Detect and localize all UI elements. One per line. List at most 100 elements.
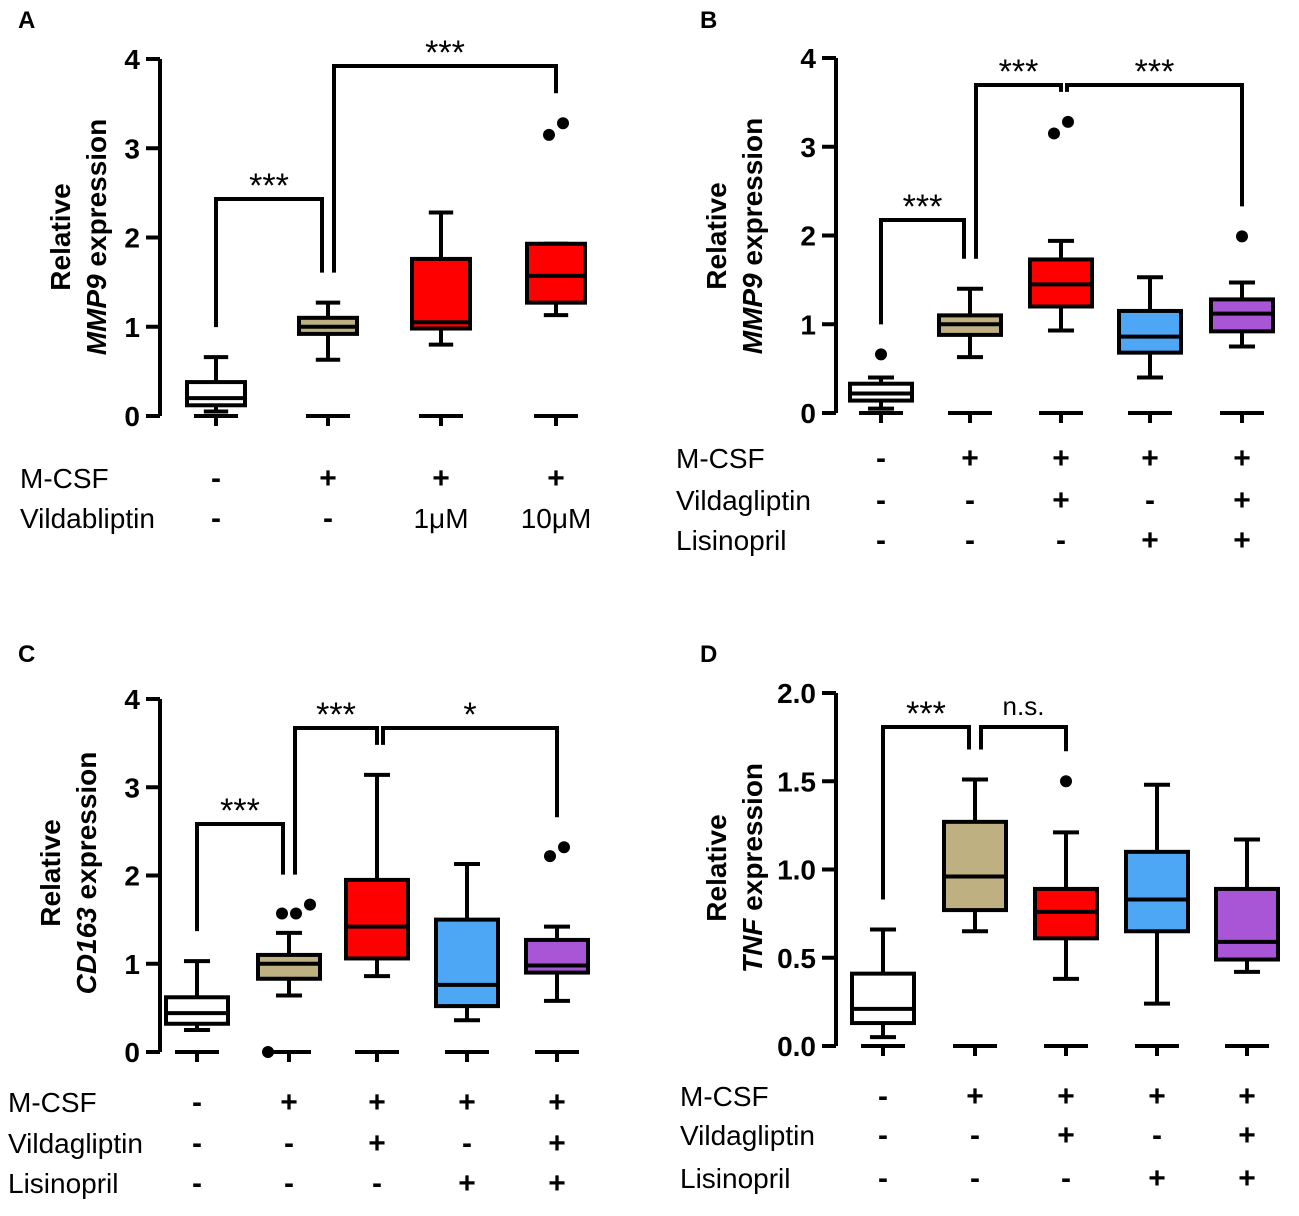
box-group <box>410 210 472 347</box>
y-tick-label: 0.0 <box>777 1031 816 1062</box>
condition-value: - <box>1152 1119 1162 1152</box>
condition-value: - <box>970 1119 980 1152</box>
significance-bracket <box>974 83 1063 259</box>
condition-value: - <box>211 462 221 495</box>
condition-value: + <box>368 1127 386 1160</box>
condition-value: + <box>548 1127 566 1160</box>
condition-value: + <box>1233 442 1251 475</box>
condition-value: + <box>1052 442 1070 475</box>
condition-value: + <box>548 1086 566 1119</box>
y-axis-gene-name: MMP9 <box>81 274 112 355</box>
y-axis-label-line2: CD163 expression <box>71 752 102 995</box>
significance-label: n.s. <box>1003 691 1045 721</box>
y-tick-label: 1.0 <box>777 855 816 886</box>
significance-label: *** <box>1135 53 1175 91</box>
outlier-point <box>558 841 570 854</box>
box-group <box>1209 230 1275 349</box>
y-axis-gene-name: TNF <box>737 918 768 973</box>
outlier-point <box>543 128 555 141</box>
y-tick-label: 1.5 <box>777 766 816 797</box>
condition-label: Vildagliptin <box>676 485 811 516</box>
condition-value: - <box>192 1167 202 1200</box>
significance-bracket <box>879 218 966 325</box>
condition-label: M-CSF <box>8 1087 97 1118</box>
significance-label: *** <box>999 53 1039 91</box>
significance-label: *** <box>425 34 465 72</box>
significance-label: * <box>463 696 476 734</box>
box-iqr <box>344 877 410 961</box>
outlier-point <box>1236 230 1248 243</box>
condition-value: - <box>211 502 221 535</box>
condition-value: + <box>319 462 337 495</box>
condition-label: Lisinopril <box>680 1163 791 1194</box>
significance-label: *** <box>906 695 946 733</box>
y-axis-label-line2: TNF expression <box>737 763 768 973</box>
condition-label: Lisinopril <box>676 525 787 556</box>
condition-value: 1μM <box>413 503 468 534</box>
y-axis-label-suffix: expression <box>71 752 102 908</box>
outlier-point <box>544 850 556 863</box>
condition-value: + <box>1233 524 1251 557</box>
box-iqr <box>410 256 472 331</box>
box-group <box>848 348 914 411</box>
box-iqr <box>256 952 322 981</box>
condition-value: + <box>1148 1162 1166 1195</box>
condition-value: - <box>284 1167 294 1200</box>
condition-value: + <box>1057 1080 1075 1113</box>
box-group <box>434 862 500 1023</box>
condition-label: Vildagliptin <box>680 1120 815 1151</box>
y-tick-label: 0 <box>800 398 816 429</box>
condition-value: + <box>368 1086 386 1119</box>
significance-label: *** <box>220 792 260 830</box>
box-iqr <box>942 819 1008 913</box>
y-tick-label: 3 <box>800 132 816 163</box>
significance-label: *** <box>316 696 356 734</box>
y-tick-label: 3 <box>124 133 140 164</box>
y-axis-label-line1: Relative <box>45 183 76 290</box>
outlier-point <box>290 907 302 920</box>
box-group <box>937 286 1003 360</box>
panel-letter: D <box>700 641 717 668</box>
y-tick-label: 4 <box>124 44 140 75</box>
condition-value: - <box>1061 1162 1071 1195</box>
outlier-point <box>875 348 887 361</box>
condition-value: + <box>547 462 565 495</box>
significance-bracket <box>332 64 558 273</box>
condition-value: + <box>1238 1080 1256 1113</box>
significance-label: *** <box>903 188 943 226</box>
condition-value: - <box>876 484 886 517</box>
box-iqr <box>164 995 230 1026</box>
panel-letter: C <box>18 641 35 668</box>
y-tick-label: 2 <box>124 861 140 892</box>
outlier-point <box>1048 127 1060 140</box>
box-iqr <box>1124 849 1190 934</box>
condition-value: + <box>1238 1162 1256 1195</box>
box-iqr <box>524 937 590 975</box>
outlier-point <box>276 907 288 920</box>
condition-value: - <box>970 1162 980 1195</box>
significance-bracket <box>979 725 1068 752</box>
condition-label: Vildagliptin <box>8 1128 143 1159</box>
box-group <box>344 772 410 979</box>
condition-label: Vildabliptin <box>20 503 155 534</box>
box-group <box>850 927 916 1040</box>
condition-value: + <box>458 1167 476 1200</box>
outlier-point <box>262 1046 274 1058</box>
condition-value: + <box>1148 1080 1166 1113</box>
box-iqr <box>1214 886 1280 962</box>
condition-value: + <box>432 462 450 495</box>
condition-value: - <box>462 1127 472 1160</box>
panel-letter: A <box>18 7 35 34</box>
significance-bracket <box>293 726 379 875</box>
box-iqr <box>434 917 500 1009</box>
box-group <box>1033 775 1099 981</box>
y-axis-gene-name: CD163 <box>71 907 102 995</box>
condition-value: - <box>1056 524 1066 557</box>
condition-value: + <box>458 1086 476 1119</box>
condition-label: M-CSF <box>680 1081 769 1112</box>
y-axis-label-suffix: expression <box>737 763 768 919</box>
box-group <box>524 841 590 1003</box>
